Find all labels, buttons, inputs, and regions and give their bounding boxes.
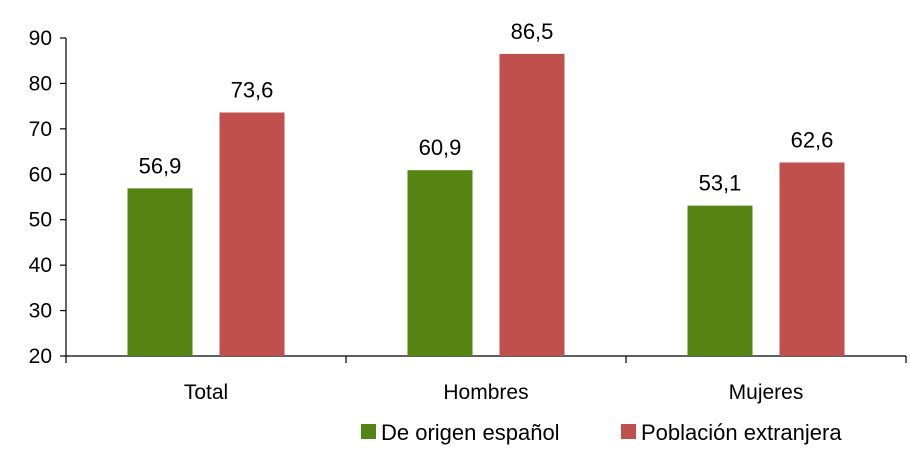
x-tick-label: Total [184,381,228,404]
bar [687,205,753,356]
legend-label: Población extranjera [641,420,842,445]
y-tick-label: 20 [29,345,52,368]
y-tick-label: 30 [29,300,52,323]
legend-label: De origen español [381,420,560,445]
x-axis: Total Hombres Mujeres [65,355,907,404]
x-tick-label: Mujeres [729,381,804,404]
data-label: 73,6 [231,78,274,103]
y-tick-label: 60 [29,163,52,186]
data-label: 53,1 [699,171,742,196]
bar [499,53,565,357]
x-tick-label: Hombres [443,381,528,404]
y-tick-label: 90 [29,27,52,50]
data-label: 62,6 [791,127,834,152]
bar [127,188,193,356]
y-tick-label: 80 [29,72,52,95]
y-tick-label: 40 [29,254,52,277]
legend: De origen español Población extranjera [361,420,842,445]
legend-swatch [361,424,376,439]
legend-swatch [621,424,636,439]
data-label: 86,5 [511,19,554,44]
bars [127,53,845,357]
y-tick-label: 70 [29,118,52,141]
bar [219,112,285,356]
bar [779,162,845,356]
data-label: 56,9 [139,153,182,178]
data-label: 60,9 [419,135,462,160]
data-labels: 56,9 73,6 60,9 86,5 53,1 62,6 [139,19,834,196]
y-axis: 20 30 40 50 60 70 80 90 [29,27,67,368]
y-tick-label: 50 [29,209,52,232]
bar [407,170,473,356]
